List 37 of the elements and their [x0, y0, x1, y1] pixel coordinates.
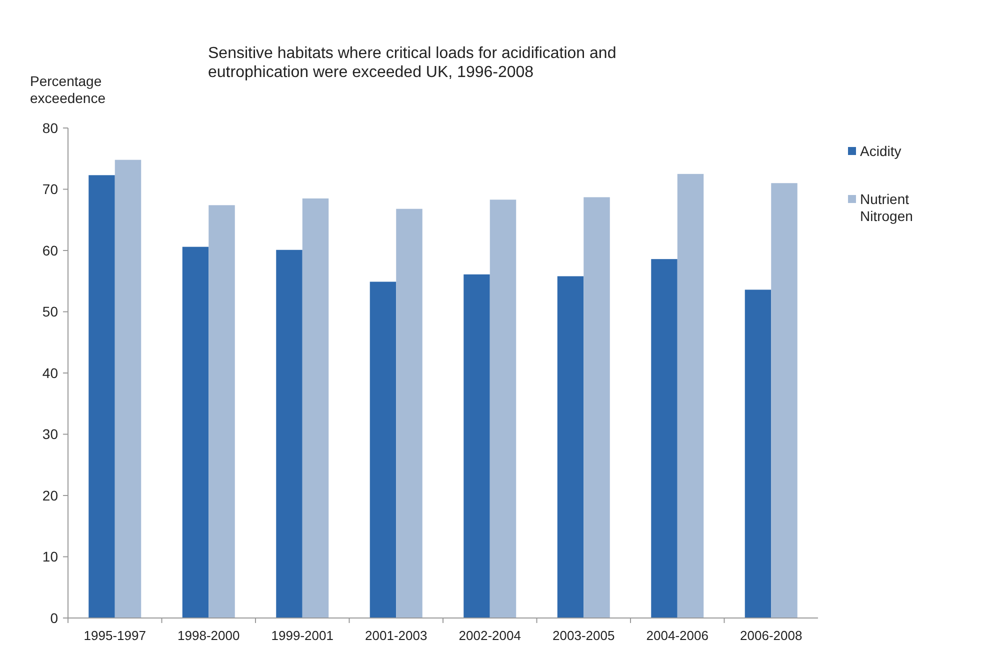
- bar: [396, 208, 422, 618]
- x-tick-label: 1995-1997: [84, 628, 146, 643]
- bar: [771, 183, 798, 618]
- y-tick-label: 30: [42, 426, 58, 442]
- bar: [557, 276, 584, 618]
- bar: [677, 174, 704, 618]
- bar: [182, 246, 209, 618]
- bar: [114, 160, 142, 618]
- legend-label: Nutrient Nitrogen: [860, 191, 913, 224]
- bar: [208, 205, 235, 618]
- y-tick-label: 10: [42, 548, 58, 565]
- bar: [302, 198, 329, 618]
- y-tick-label: 70: [42, 181, 58, 198]
- bar: [464, 274, 490, 618]
- x-tick-label: 2004-2006: [646, 628, 708, 643]
- y-tick-label: 0: [50, 610, 58, 626]
- x-tick-label: 2003-2005: [552, 628, 615, 643]
- bar: [651, 259, 678, 618]
- x-tick-label: 2006-2008: [740, 628, 802, 643]
- y-tick-label: 40: [42, 364, 58, 381]
- bar: [490, 200, 516, 618]
- x-tick-label: 2002-2004: [458, 628, 521, 643]
- x-tick-label: 1998-2000: [178, 628, 240, 643]
- bar: [276, 250, 302, 618]
- x-tick-label: 1999-2001: [271, 628, 334, 643]
- y-axis-title: Percentage exceedence: [30, 73, 106, 106]
- legend-label: Acidity: [860, 143, 902, 159]
- y-tick-label: 80: [42, 120, 58, 136]
- y-tick-label: 60: [42, 242, 58, 258]
- y-tick-label: 20: [42, 487, 58, 504]
- bar: [88, 175, 115, 618]
- bar: [744, 290, 772, 618]
- chart-title: Sensitive habitats where critical loads for acidification and eutrophication were exceeded UK, 1996-2008: [208, 45, 616, 81]
- bar: [370, 282, 396, 618]
- y-tick-label: 50: [42, 304, 58, 320]
- bar: [584, 197, 610, 618]
- x-tick-label: 2001-2003: [365, 628, 428, 643]
